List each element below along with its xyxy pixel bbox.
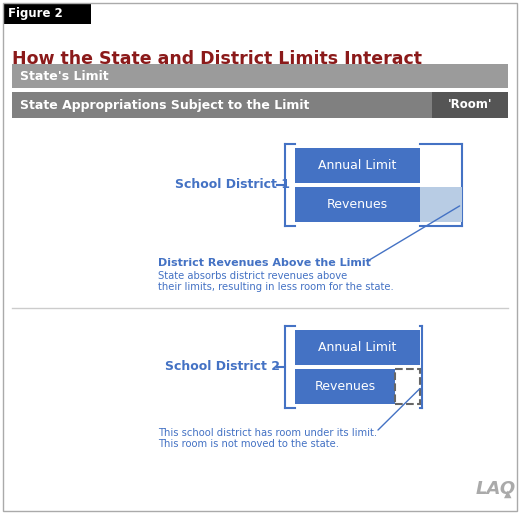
Text: State's Limit: State's Limit	[20, 69, 109, 83]
Text: LAO: LAO	[476, 480, 516, 498]
Text: 'Room': 'Room'	[448, 99, 492, 112]
Text: their limits, resulting in less room for the state.: their limits, resulting in less room for…	[158, 282, 394, 292]
Text: Annual Limit: Annual Limit	[318, 159, 397, 172]
Text: School District 2: School District 2	[165, 360, 280, 374]
Text: District Revenues Above the Limit: District Revenues Above the Limit	[158, 258, 371, 268]
Text: Revenues: Revenues	[315, 380, 375, 393]
Text: How the State and District Limits Interact: How the State and District Limits Intera…	[12, 50, 422, 68]
FancyBboxPatch shape	[3, 4, 91, 24]
Text: School District 1: School District 1	[175, 178, 290, 192]
FancyBboxPatch shape	[12, 64, 508, 88]
Text: State absorbs district revenues above: State absorbs district revenues above	[158, 271, 347, 281]
Text: This school district has room under its limit.: This school district has room under its …	[158, 428, 377, 438]
FancyBboxPatch shape	[420, 187, 462, 222]
FancyBboxPatch shape	[295, 369, 395, 404]
FancyBboxPatch shape	[12, 92, 508, 118]
FancyBboxPatch shape	[432, 92, 508, 118]
FancyBboxPatch shape	[295, 148, 420, 183]
Text: This room is not moved to the state.: This room is not moved to the state.	[158, 439, 339, 449]
FancyBboxPatch shape	[295, 330, 420, 365]
Text: Figure 2: Figure 2	[8, 8, 63, 21]
Text: State Appropriations Subject to the Limit: State Appropriations Subject to the Limi…	[20, 99, 309, 112]
Text: ▲: ▲	[504, 489, 512, 499]
Text: Annual Limit: Annual Limit	[318, 341, 397, 354]
Text: Revenues: Revenues	[327, 198, 388, 211]
FancyBboxPatch shape	[295, 187, 420, 222]
